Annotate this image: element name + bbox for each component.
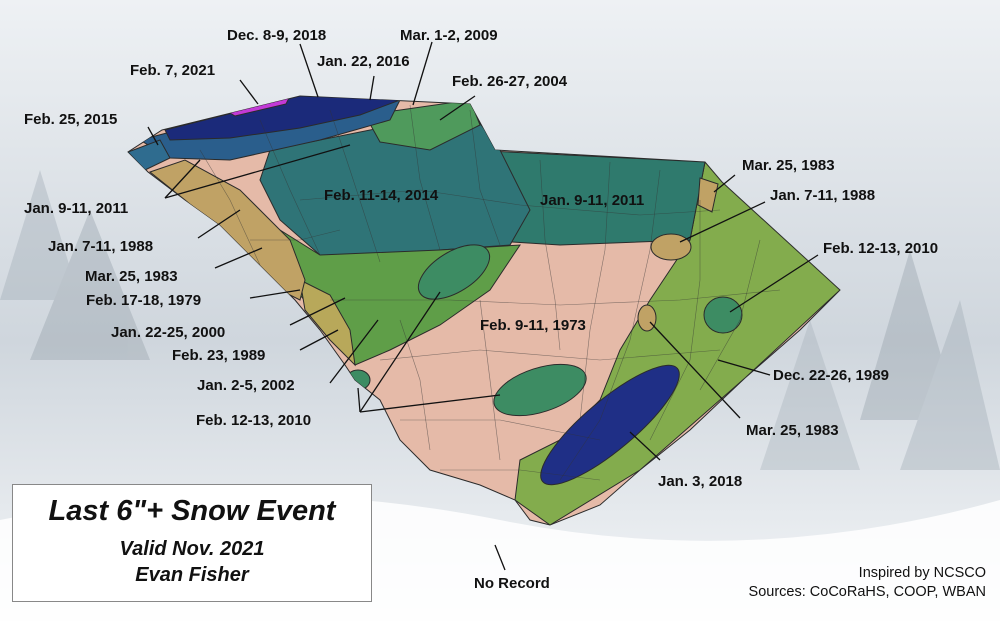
label-jan-1988-ne: Jan. 7-11, 1988 (770, 187, 875, 204)
zone-jan-2002 (417, 244, 491, 300)
zone-jan-2018 (540, 364, 680, 486)
label-feb-1979: Feb. 17-18, 1979 (86, 292, 201, 309)
label-jan-2000: Jan. 22-25, 2000 (111, 324, 225, 341)
event-labels: Dec. 8-9, 2018 Mar. 1-2, 2009 Jan. 22, 2… (24, 27, 938, 592)
label-mar-2009: Mar. 1-2, 2009 (400, 27, 498, 44)
label-feb-2010-west: Feb. 12-13, 2010 (196, 412, 311, 429)
label-jan-2011-central: Jan. 9-11, 2011 (540, 192, 644, 209)
valid-date: Valid Nov. 2021 (119, 538, 265, 560)
label-mar-1983-west: Mar. 25, 1983 (85, 268, 178, 285)
label-jan-1988-west: Jan. 7-11, 1988 (48, 238, 153, 255)
label-feb-1989: Feb. 23, 1989 (172, 347, 265, 364)
author-name: Evan Fisher (135, 564, 249, 586)
leader-lines (147, 41, 819, 571)
background-trees (0, 170, 1000, 470)
label-mar-1983-ne: Mar. 25, 1983 (742, 157, 835, 174)
county-lines (199, 104, 781, 481)
zone-jan-1988-ellipse (650, 233, 692, 261)
label-feb-2004: Feb. 26-27, 2004 (452, 73, 568, 90)
label-feb-2010-east: Feb. 12-13, 2010 (823, 240, 938, 257)
zone-mar-1983-inner (637, 304, 657, 332)
label-jan-2002: Jan. 2-5, 2002 (197, 377, 295, 394)
label-no-record: No Record (474, 575, 550, 592)
label-jan-2018: Jan. 3, 2018 (658, 473, 742, 490)
zone-olive-upstate (299, 279, 356, 367)
label-jan-2016: Jan. 22, 2016 (317, 53, 410, 70)
label-jan-2011-west: Jan. 9-11, 2011 (24, 200, 128, 217)
label-feb-2021: Feb. 7, 2021 (130, 62, 215, 79)
label-dec-1989: Dec. 22-26, 1989 (773, 367, 889, 384)
credits: Inspired by NCSCO Sources: CoCoRaHS, COO… (749, 564, 986, 602)
label-feb-2014: Feb. 11-14, 2014 (324, 187, 439, 204)
label-feb-1973: Feb. 9-11, 1973 (480, 317, 586, 334)
title-box: Last 6"+ Snow Event Valid Nov. 2021 Evan… (12, 484, 372, 602)
zone-feb-2010-east (703, 296, 743, 334)
label-feb-2015: Feb. 25, 2015 (24, 111, 117, 128)
zone-mar-1983-ne (697, 177, 719, 213)
zone-feb-2010-central (493, 363, 587, 417)
inspired-by-text: Inspired by NCSCO (858, 565, 986, 581)
sources-text: Sources: CoCoRaHS, COOP, WBAN (748, 584, 986, 600)
label-mar-1983-east: Mar. 25, 1983 (746, 422, 839, 439)
label-dec-2018: Dec. 8-9, 2018 (227, 27, 326, 44)
map-title: Last 6"+ Snow Event (48, 495, 336, 527)
